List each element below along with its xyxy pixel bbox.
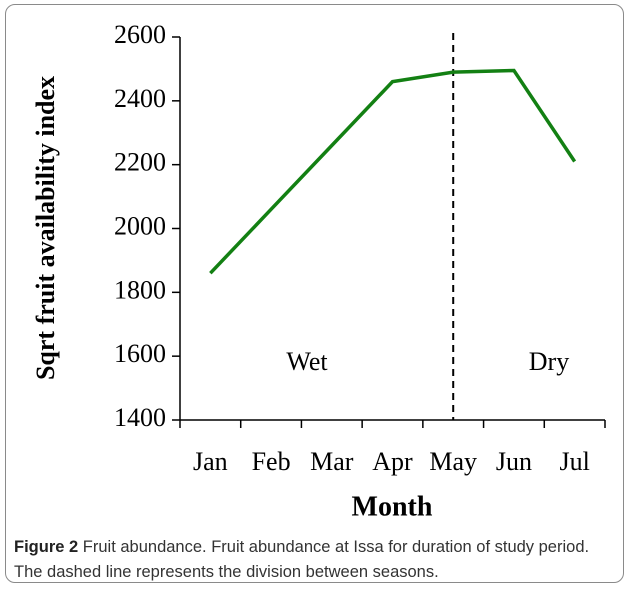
x-axis-title: Month — [352, 491, 433, 522]
y-tick-label: 2000 — [114, 211, 166, 240]
x-tick-label: Feb — [252, 447, 291, 476]
x-tick-label: Mar — [310, 447, 354, 476]
x-tick-label: Apr — [372, 447, 413, 476]
y-tick-label: 2600 — [114, 20, 166, 49]
figure-frame — [5, 4, 624, 583]
data-line — [209, 68, 577, 275]
y-tick-label: 1400 — [114, 403, 166, 432]
y-tick-label: 2200 — [114, 148, 166, 177]
y-axis-title: Sqrt fruit availability index — [31, 76, 60, 380]
caption-text: Fruit abundance. Fruit abundance at Issa… — [14, 538, 590, 581]
caption-label: Figure 2 — [14, 538, 79, 556]
caption: Figure 2 Fruit abundance. Fruit abundanc… — [14, 535, 620, 585]
y-tick-label: 2400 — [114, 84, 166, 113]
x-tick-label: Jun — [496, 447, 532, 476]
x-tick-label: May — [429, 447, 477, 476]
y-tick-label: 1800 — [114, 275, 166, 304]
season-label: Dry — [529, 347, 569, 376]
chart: Month Sqrt fruit availability index 1400… — [31, 20, 606, 522]
x-tick-label: Jan — [193, 447, 228, 476]
x-tick-label: Jul — [559, 447, 589, 476]
y-tick-label: 1600 — [114, 339, 166, 368]
season-label: Wet — [286, 347, 328, 376]
